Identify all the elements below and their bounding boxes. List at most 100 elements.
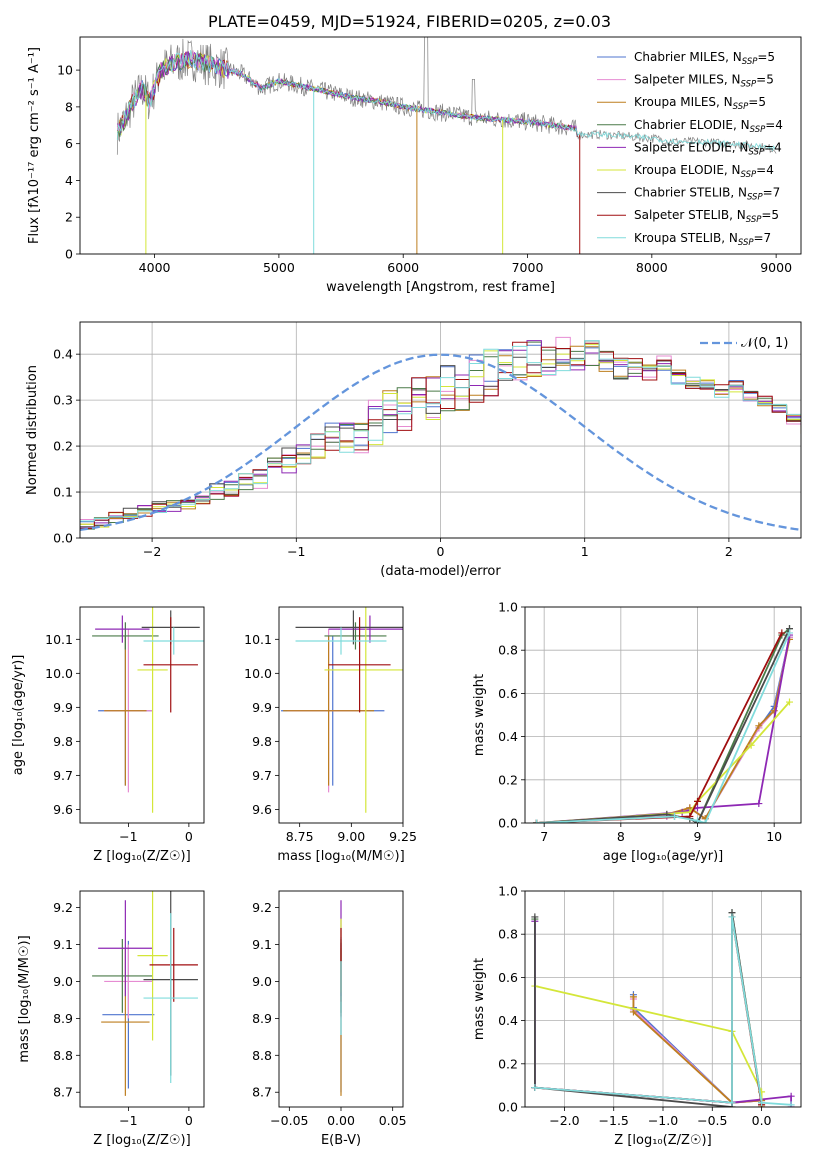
y-tick-label: 10.0 <box>45 666 73 681</box>
mass-weight-line <box>536 627 791 823</box>
y-tick-label: 8.7 <box>252 1085 272 1100</box>
mass-weight-marker <box>629 993 637 1001</box>
mass-weight-marker <box>787 1092 795 1100</box>
mass-weight-line <box>536 637 791 823</box>
legend-subscript: SSP <box>747 193 763 203</box>
y-axis-label: mass [log₁₀(M/M☉)] <box>17 935 32 1062</box>
x-axis-label: age [log₁₀(age/yr)] <box>603 849 724 864</box>
y-tick-label: 9.6 <box>252 802 272 817</box>
mass-weight-marker <box>755 800 763 808</box>
y-tick-label: 1.0 <box>498 884 518 899</box>
mass-vs-z-panel: −1 0 8.7 8.8 8.9 9.0 9.1 9.2 Z [log₁₀(Z/Z☉)] mass… <box>17 890 205 1148</box>
legend-subscript: SSP <box>742 57 758 67</box>
normal-curve <box>80 353 801 532</box>
legend-subscript: SSP <box>746 215 762 225</box>
mass-weight-marker <box>787 1101 795 1107</box>
y-tick-label: 0 <box>65 247 73 262</box>
x-tick-label: 9000 <box>760 260 792 275</box>
y-tick-label: 9.8 <box>252 734 272 749</box>
figure-title: PLATE=0459, MJD=51924, FIBERID=0205, z=0… <box>207 12 612 31</box>
y-tick-label: 9.0 <box>252 974 272 989</box>
x-tick-label: 9.00 <box>337 829 365 844</box>
y-tick-label: 0.4 <box>498 729 518 744</box>
y-tick-label: 8.7 <box>53 1085 73 1100</box>
legend-label: Chabrier ELODIE, NSSP=4 <box>634 118 783 135</box>
mass-weight-marker <box>786 698 793 706</box>
x-tick-label: −2.0 <box>549 1113 579 1128</box>
mass-weight-marker <box>694 797 701 805</box>
mass-weight-line <box>536 628 791 823</box>
mass-weight-marker <box>629 1008 637 1016</box>
y-tick-label: 0.6 <box>498 970 518 985</box>
x-tick-label: −1.5 <box>599 1113 629 1128</box>
mass-weight-marker <box>701 819 709 823</box>
x-tick-label: 0.0 <box>752 1113 772 1128</box>
x-axis-label: (data-model)/error <box>380 564 501 579</box>
mass-weight-line <box>534 985 763 1107</box>
y-axis-label: mass weight <box>472 958 487 1040</box>
mass-weight-line <box>536 632 791 823</box>
x-tick-label: 0 <box>185 829 193 844</box>
x-tick-label: −2 <box>143 544 161 559</box>
x-tick-label: −1 <box>287 544 305 559</box>
y-tick-label: 0.0 <box>498 816 518 831</box>
mass-weight-marker <box>786 629 793 637</box>
x-tick-label: −1 <box>119 1113 137 1128</box>
weight-vs-z-panel: −2.0 −1.5 −1.0 −0.5 0.0 0.0 0.2 0.4 0.6 0.8 1.0 Z [… <box>472 884 802 1148</box>
x-tick-label: 8.75 <box>286 829 314 844</box>
legend-nssp: =5 <box>748 95 766 109</box>
spectrum-frame <box>79 36 802 255</box>
legend-label: Chabrier STELIB, NSSP=7 <box>634 186 780 203</box>
residual-histogram <box>80 341 801 530</box>
legend-subscript: SSP <box>750 125 766 135</box>
y-tick-label: 10 <box>57 63 73 78</box>
y-axis-label: mass weight <box>472 674 487 756</box>
mass-weight-marker <box>728 913 736 921</box>
x-axis-label: wavelength [Angstrom, rest frame] <box>326 280 555 295</box>
mass-weight-line <box>536 639 791 823</box>
mass-weight-marker <box>747 741 755 749</box>
legend-nssp: =4 <box>765 118 783 132</box>
x-axis-label: mass [log₁₀(M/M☉)] <box>277 849 404 864</box>
y-tick-label: 9.9 <box>53 700 73 715</box>
mass-weight-marker <box>778 629 786 637</box>
y-tick-label: 9.6 <box>53 802 73 817</box>
observed-spectrum-line <box>116 37 777 155</box>
y-axis-label: age [log₁₀(age/yr)] <box>11 655 26 776</box>
spectrum-legend: Chabrier MILES, NSSP=5 Salpeter MILES, NS… <box>597 50 783 248</box>
normal-legend-label: 𝒩(0, 1) <box>741 336 788 351</box>
y-tick-label: 9.2 <box>53 900 73 915</box>
y-tick-label: 0.0 <box>53 531 73 546</box>
residual-histogram <box>80 340 801 522</box>
x-tick-label: 2 <box>725 544 733 559</box>
y-tick-label: 9.0 <box>53 974 73 989</box>
x-tick-label: 8000 <box>636 260 668 275</box>
legend-label: Kroupa STELIB, NSSP=7 <box>634 231 771 248</box>
residuals-panel: −2 −1 0 1 2 0.0 0.1 0.2 0.3 0.4 (data-model)/error… <box>25 321 802 579</box>
legend-nssp: =7 <box>754 231 772 245</box>
y-tick-label: 0.1 <box>53 485 73 500</box>
x-axis-label: Z [log₁₀(Z/Z☉)] <box>614 1133 711 1148</box>
legend-subscript: SSP <box>738 238 754 248</box>
y-tick-label: 8.9 <box>53 1011 73 1026</box>
model-spectrum-line <box>116 50 777 152</box>
mass-weight-marker <box>533 819 540 823</box>
x-tick-label: 9.25 <box>389 829 417 844</box>
y-tick-label: 9.7 <box>252 768 272 783</box>
x-tick-label: 0.00 <box>327 1113 355 1128</box>
mass-weight-line <box>534 916 763 1105</box>
y-tick-label: 0.4 <box>53 347 73 362</box>
x-tick-label: 6000 <box>387 260 419 275</box>
y-tick-label: 8.9 <box>252 1011 272 1026</box>
y-tick-label: 1.0 <box>498 600 518 615</box>
age-vs-mass-frame <box>278 606 404 824</box>
y-tick-label: 6 <box>65 136 73 151</box>
mass-vs-z-plot-area <box>92 891 198 1096</box>
x-tick-label: 0 <box>437 544 445 559</box>
age-vs-mass-panel: 8.75 9.00 9.25 9.6 9.7 9.8 9.9 10.0 10.1 mass [lo… <box>244 606 417 864</box>
y-tick-label: 10.0 <box>244 666 272 681</box>
mass-weight-marker <box>531 1084 539 1092</box>
x-axis-label: E(B-V) <box>321 1133 361 1148</box>
mass-weight-line <box>534 912 763 1104</box>
